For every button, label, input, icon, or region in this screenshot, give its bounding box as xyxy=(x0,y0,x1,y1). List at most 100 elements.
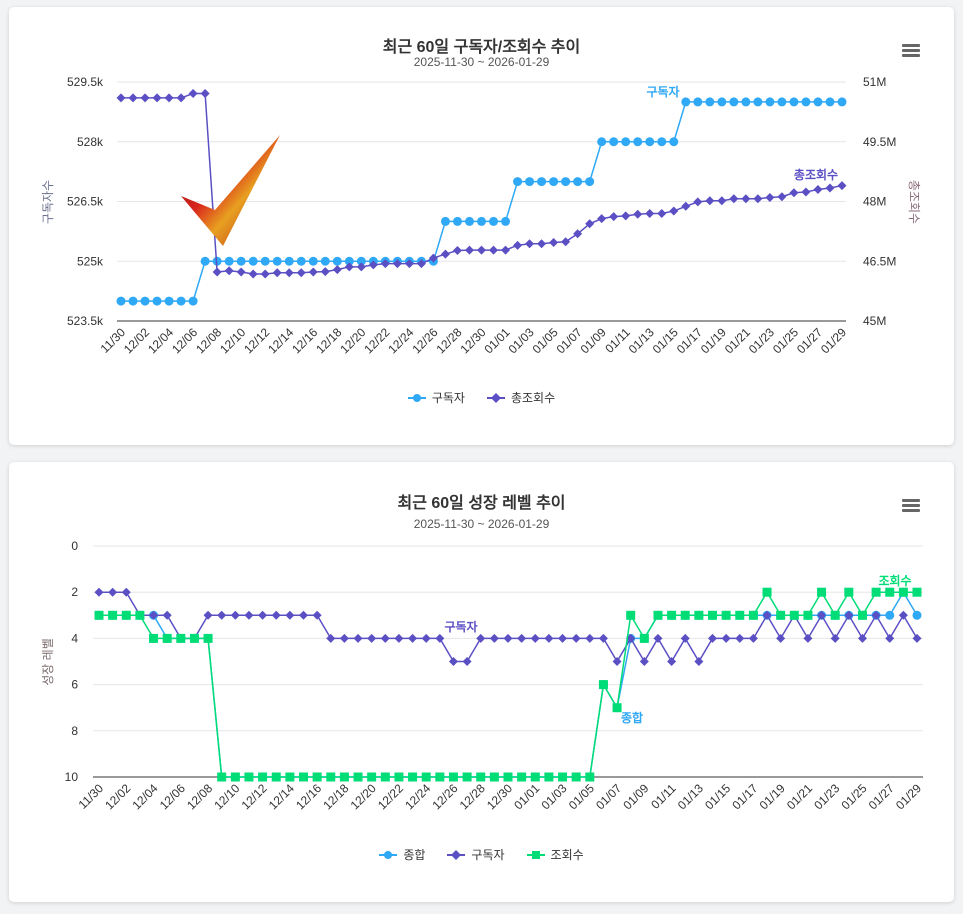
x-tick-label: 01/21 xyxy=(722,325,753,356)
data-point xyxy=(367,772,377,782)
data-point xyxy=(762,610,772,620)
data-point xyxy=(308,267,318,277)
legend-item-subscribers[interactable]: 구독자 xyxy=(447,846,505,863)
data-point xyxy=(121,610,131,620)
legend-item-views[interactable]: 총조회수 xyxy=(486,389,555,406)
data-point xyxy=(421,633,431,643)
y-axis-tick-label: 2 xyxy=(71,585,78,599)
data-point xyxy=(344,256,354,266)
data-point xyxy=(513,240,523,250)
x-tick-label: 01/07 xyxy=(554,325,585,356)
data-point xyxy=(188,89,198,99)
data-point xyxy=(721,610,731,620)
legend-item-subscribers[interactable]: 구독자 xyxy=(407,389,465,406)
data-point xyxy=(128,296,138,306)
data-point xyxy=(353,633,363,643)
legend-label: 조회수 xyxy=(550,848,584,862)
x-tick-label: 01/25 xyxy=(838,781,869,812)
data-point xyxy=(735,610,745,620)
data-point xyxy=(571,633,581,643)
data-point xyxy=(517,633,527,643)
data-point xyxy=(320,256,330,266)
data-point xyxy=(353,772,363,782)
data-point xyxy=(404,259,414,269)
data-point xyxy=(549,238,559,248)
x-tick-label: 01/15 xyxy=(702,781,733,812)
data-point xyxy=(813,185,823,195)
data-point xyxy=(830,610,840,620)
data-point xyxy=(609,137,619,147)
data-point xyxy=(645,137,655,147)
legend-item-overall[interactable]: 종합 xyxy=(379,846,425,863)
legend-label: 구독자 xyxy=(471,848,505,862)
data-point xyxy=(272,256,282,266)
hamburger-menu-icon[interactable] xyxy=(902,499,920,513)
data-point xyxy=(803,633,813,643)
data-point xyxy=(885,633,895,643)
data-point xyxy=(140,296,150,306)
x-tick-label: 01/21 xyxy=(784,781,815,812)
data-point xyxy=(296,268,306,278)
y-axis-tick-label: 4 xyxy=(71,631,78,645)
x-tick-label: 12/08 xyxy=(184,781,215,812)
data-point xyxy=(680,633,690,643)
data-point xyxy=(271,772,281,782)
square-marker-icon xyxy=(526,850,545,859)
data-point xyxy=(612,657,622,666)
y-axis-title: 성장 레벨 xyxy=(41,638,55,686)
data-point xyxy=(585,633,595,643)
data-point xyxy=(621,211,631,221)
x-tick-label: 12/22 xyxy=(375,781,406,812)
data-point xyxy=(285,772,295,782)
x-tick-label: 01/17 xyxy=(729,781,760,812)
data-point xyxy=(162,633,172,643)
data-point xyxy=(669,206,679,216)
data-point xyxy=(762,587,772,597)
data-point xyxy=(612,703,622,713)
chart-legend: 종합 구독자 조회수 xyxy=(9,846,954,863)
data-point xyxy=(857,633,867,643)
left-axis-tick-label: 525k xyxy=(77,254,104,268)
data-point xyxy=(489,633,499,643)
x-tick-label: 12/12 xyxy=(239,781,270,812)
data-point xyxy=(188,296,198,306)
legend-item-views[interactable]: 조회수 xyxy=(526,846,584,863)
data-point xyxy=(765,193,775,203)
data-point xyxy=(748,610,758,620)
data-point xyxy=(367,633,377,643)
data-point xyxy=(825,183,835,193)
x-tick-label: 12/04 xyxy=(130,781,161,812)
data-point xyxy=(789,188,799,198)
data-point xyxy=(912,633,922,643)
data-point xyxy=(203,610,213,620)
circle-marker-icon xyxy=(407,393,426,402)
x-tick-label: 12/06 xyxy=(157,781,188,812)
chart-subtitle: 2025-11-30 ~ 2026-01-29 xyxy=(413,517,550,531)
right-axis-tick-label: 46.5M xyxy=(863,254,896,268)
data-point xyxy=(236,267,246,277)
data-point xyxy=(203,633,213,643)
data-point xyxy=(462,772,472,782)
x-tick-label: 01/03 xyxy=(506,325,537,356)
data-point xyxy=(435,772,445,782)
data-point xyxy=(408,772,418,782)
data-point xyxy=(299,610,308,620)
data-point xyxy=(339,633,349,643)
x-tick-label: 12/26 xyxy=(429,781,460,812)
hamburger-menu-icon[interactable] xyxy=(902,44,920,58)
x-tick-label: 01/29 xyxy=(818,325,849,356)
data-point xyxy=(394,633,404,643)
data-point xyxy=(813,97,823,107)
series-label: 조회수 xyxy=(878,573,911,588)
data-point xyxy=(645,208,655,218)
data-point xyxy=(200,256,210,266)
x-tick-label: 12/22 xyxy=(361,325,392,356)
diamond-marker-icon xyxy=(447,849,466,860)
data-point xyxy=(312,772,322,782)
data-point xyxy=(230,610,240,620)
data-point xyxy=(825,97,835,107)
data-point xyxy=(296,256,306,266)
data-point xyxy=(164,296,174,306)
series-label: 종합 xyxy=(621,710,643,725)
